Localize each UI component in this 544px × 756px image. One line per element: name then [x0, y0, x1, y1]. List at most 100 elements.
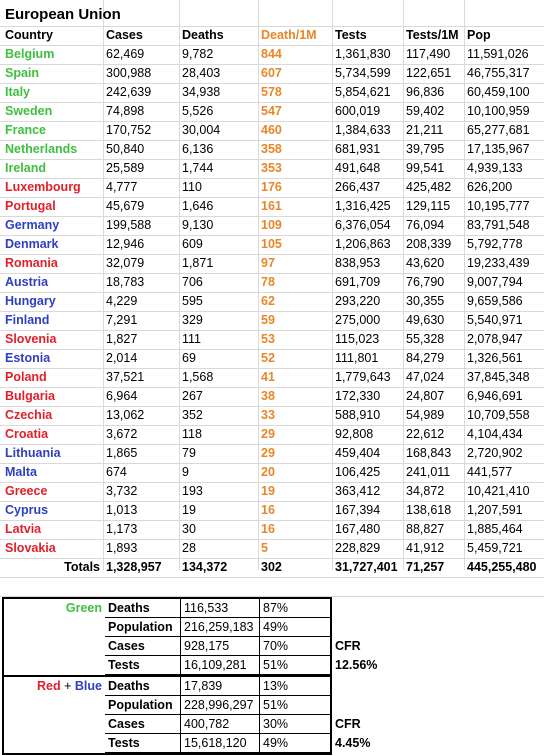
country-name[interactable]: Lithuania	[5, 446, 61, 460]
cases-value[interactable]: 3,732	[106, 484, 138, 498]
summary-metric[interactable]: Tests	[105, 656, 181, 675]
summary-pct[interactable]: 51%	[260, 656, 330, 675]
cases-value[interactable]: 18,783	[106, 275, 145, 289]
tests-value[interactable]: 5,734,599	[335, 66, 391, 80]
country-name[interactable]: Ireland	[5, 161, 46, 175]
death-per-1m-value[interactable]: 53	[261, 332, 275, 346]
country-name[interactable]: Portugal	[5, 199, 56, 213]
header-pop[interactable]: Pop	[467, 28, 491, 42]
deaths-value[interactable]: 111	[182, 332, 202, 346]
death-per-1m-value[interactable]: 38	[261, 389, 275, 403]
tests-per-1m-value[interactable]: 241,011	[406, 465, 451, 479]
country-name[interactable]: Slovakia	[5, 541, 56, 555]
tests-per-1m-value[interactable]: 129,115	[406, 199, 451, 213]
cases-value[interactable]: 1,173	[106, 522, 138, 536]
tests-per-1m-value[interactable]: 96,836	[406, 85, 445, 99]
cases-value[interactable]: 1,013	[106, 503, 138, 517]
country-name[interactable]: Estonia	[5, 351, 51, 365]
deaths-value[interactable]: 79	[182, 446, 196, 460]
tests-per-1m-value[interactable]: 168,843	[406, 446, 452, 460]
tests-value[interactable]: 491,648	[335, 161, 381, 175]
tests-value[interactable]: 588,910	[335, 408, 381, 422]
deaths-value[interactable]: 6,136	[182, 142, 214, 156]
tests-per-1m-value[interactable]: 99,541	[406, 161, 445, 175]
death-per-1m-value[interactable]: 16	[261, 522, 275, 536]
cases-value[interactable]: 7,291	[106, 313, 138, 327]
tests-per-1m-value[interactable]: 425,482	[406, 180, 452, 194]
deaths-value[interactable]: 9,130	[182, 218, 214, 232]
cases-value[interactable]: 13,062	[106, 408, 145, 422]
pop-value[interactable]: 5,459,721	[467, 541, 523, 555]
deaths-value[interactable]: 1,568	[182, 370, 214, 384]
tests-per-1m-value[interactable]: 54,989	[406, 408, 445, 422]
tests-value[interactable]: 1,316,425	[335, 199, 391, 213]
tests-per-1m-value[interactable]: 21,211	[406, 123, 444, 137]
tests-per-1m-value[interactable]: 117,490	[406, 47, 451, 61]
pop-value[interactable]: 83,791,548	[467, 218, 530, 232]
cases-value[interactable]: 2,014	[106, 351, 138, 365]
cases-value[interactable]: 1,827	[106, 332, 138, 346]
tests-value[interactable]: 266,437	[335, 180, 381, 194]
cases-value[interactable]: 74,898	[106, 104, 145, 118]
cases-value[interactable]: 674	[106, 465, 127, 479]
tests-value[interactable]: 167,480	[335, 522, 381, 536]
country-name[interactable]: Romania	[5, 256, 58, 270]
death-per-1m-value[interactable]: 19	[261, 484, 275, 498]
country-name[interactable]: Croatia	[5, 427, 49, 441]
cases-value[interactable]: 3,672	[106, 427, 138, 441]
pop-value[interactable]: 10,195,777	[467, 199, 530, 213]
country-name[interactable]: Czechia	[5, 408, 53, 422]
pop-value[interactable]: 1,326,561	[467, 351, 523, 365]
deaths-value[interactable]: 19	[182, 503, 196, 517]
summary-value[interactable]: 228,996,297	[181, 696, 260, 715]
tests-per-1m-value[interactable]: 76,094	[406, 218, 445, 232]
summary-pct[interactable]: 51%	[260, 696, 330, 715]
pop-value[interactable]: 19,233,439	[467, 256, 530, 270]
pop-value[interactable]: 1,885,464	[467, 522, 523, 536]
tests-value[interactable]: 275,000	[335, 313, 381, 327]
country-name[interactable]: Slovenia	[5, 332, 57, 346]
country-name[interactable]: Denmark	[5, 237, 59, 251]
cases-value[interactable]: 1,865	[106, 446, 138, 460]
tests-value[interactable]: 1,206,863	[335, 237, 391, 251]
death-per-1m-value[interactable]: 109	[261, 218, 282, 232]
death-per-1m-value[interactable]: 59	[261, 313, 275, 327]
tests-per-1m-value[interactable]: 22,612	[406, 427, 445, 441]
tests-value[interactable]: 293,220	[335, 294, 381, 308]
deaths-value[interactable]: 110	[182, 180, 202, 194]
cases-value[interactable]: 25,589	[106, 161, 145, 175]
cases-value[interactable]: 6,964	[106, 389, 138, 403]
tests-value[interactable]: 838,953	[335, 256, 381, 270]
death-per-1m-value[interactable]: 161	[261, 199, 282, 213]
tests-value[interactable]: 92,808	[335, 427, 374, 441]
totals-tests[interactable]: 31,727,401	[335, 560, 398, 574]
country-name[interactable]: Italy	[5, 85, 31, 99]
country-name[interactable]: Poland	[5, 370, 47, 384]
tests-value[interactable]: 363,412	[335, 484, 381, 498]
summary-pct[interactable]: 49%	[260, 618, 330, 637]
summary-value[interactable]: 16,109,281	[181, 656, 260, 675]
summary-value[interactable]: 216,259,183	[181, 618, 260, 637]
tests-value[interactable]: 1,779,643	[335, 370, 391, 384]
death-per-1m-value[interactable]: 353	[261, 161, 282, 175]
tests-per-1m-value[interactable]: 122,651	[406, 66, 452, 80]
header-deaths[interactable]: Deaths	[182, 28, 224, 42]
summary-value[interactable]: 928,175	[181, 637, 260, 656]
tests-value[interactable]: 5,854,621	[335, 85, 391, 99]
cases-value[interactable]: 50,840	[106, 142, 145, 156]
country-name[interactable]: Germany	[5, 218, 60, 232]
deaths-value[interactable]: 28	[182, 541, 196, 555]
tests-value[interactable]: 172,330	[335, 389, 381, 403]
tests-per-1m-value[interactable]: 55,328	[406, 332, 445, 346]
death-per-1m-value[interactable]: 52	[261, 351, 275, 365]
pop-value[interactable]: 9,007,794	[467, 275, 523, 289]
pop-value[interactable]: 10,421,410	[467, 484, 530, 498]
deaths-value[interactable]: 34,938	[182, 85, 221, 99]
totals-pop[interactable]: 445,255,480	[467, 560, 537, 574]
tests-per-1m-value[interactable]: 43,620	[406, 256, 445, 270]
pop-value[interactable]: 46,755,317	[467, 66, 530, 80]
country-name[interactable]: Cyprus	[5, 503, 49, 517]
totals-death-per-1m[interactable]: 302	[261, 560, 282, 574]
summary-metric[interactable]: Population	[105, 618, 181, 637]
tests-value[interactable]: 1,384,633	[335, 123, 391, 137]
